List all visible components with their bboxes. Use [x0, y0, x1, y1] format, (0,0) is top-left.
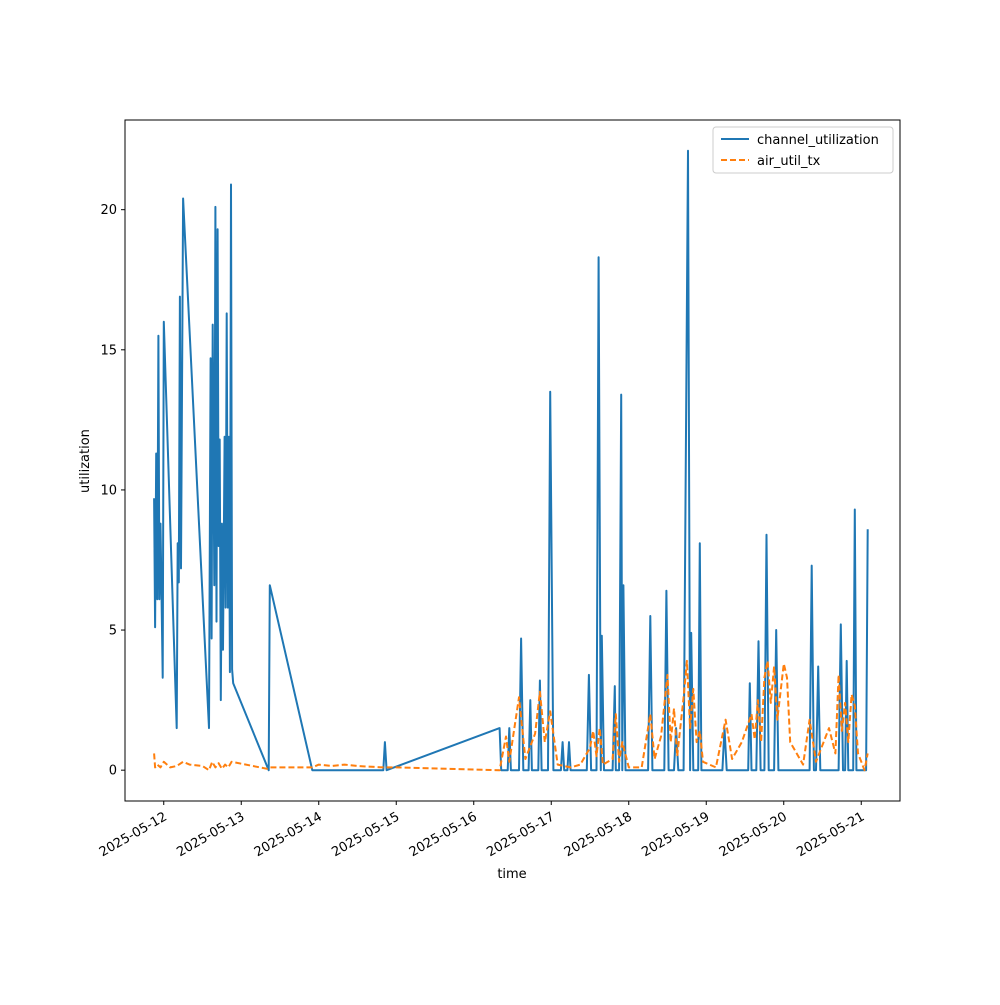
y-axis-label: utilization: [78, 429, 93, 493]
series-layer: [153, 149, 869, 772]
series-line-air-util-tx: [153, 659, 869, 772]
y-tick-label: 15: [100, 343, 117, 358]
legend-label-channel-utilization: channel_utilization: [757, 133, 879, 148]
y-axis: 0 5 10 15 20: [100, 203, 125, 779]
legend-box: [712, 126, 894, 174]
y-tick-label: 0: [109, 764, 117, 779]
legend: channel_utilization air_util_tx: [712, 126, 894, 174]
y-tick-label: 10: [100, 483, 117, 498]
legend-label-air-util-tx: air_util_tx: [757, 154, 821, 169]
plot-frame: [124, 119, 901, 802]
x-axis-label: time: [497, 867, 526, 882]
series-line-channel-utilization: [153, 149, 869, 772]
y-tick-label: 20: [100, 203, 117, 218]
y-tick-label: 5: [109, 624, 117, 639]
